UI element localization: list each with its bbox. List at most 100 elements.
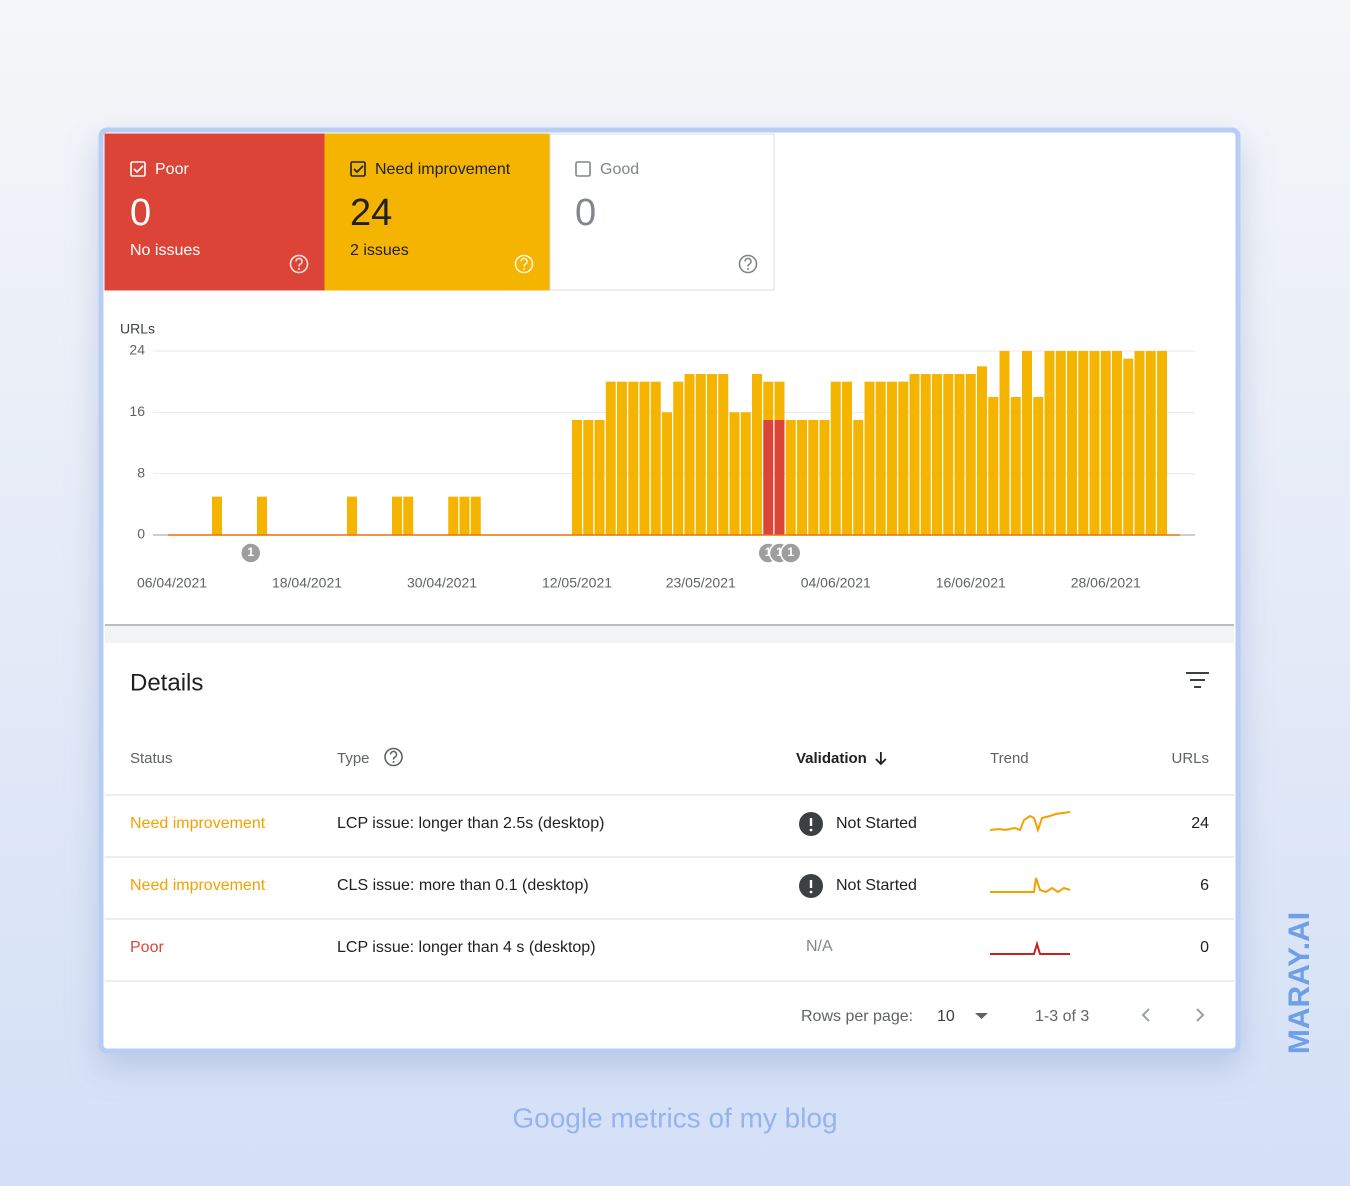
card-label: Poor <box>155 161 189 178</box>
bar <box>864 381 875 535</box>
bar <box>695 374 706 535</box>
status: Poor <box>130 939 164 956</box>
next-page[interactable] <box>1196 1008 1205 1022</box>
bar <box>774 420 785 535</box>
x-tick-label: 16/06/2021 <box>936 575 1006 591</box>
page-range: 1-3 of 3 <box>1035 1008 1089 1025</box>
bar <box>875 381 886 535</box>
card-label: Need improvement <box>375 161 511 178</box>
rows-per-page-label: Rows per page: <box>801 1008 913 1025</box>
summary-card[interactable] <box>104 133 326 291</box>
bar <box>403 496 414 535</box>
x-tick-label: 28/06/2021 <box>1071 575 1141 591</box>
dropdown-arrow[interactable] <box>975 1013 988 1019</box>
bar <box>932 374 942 535</box>
help-circle <box>384 747 403 767</box>
bar <box>999 351 1010 535</box>
annotation-marker[interactable] <box>240 542 262 564</box>
checkbox <box>350 161 366 177</box>
help-icon[interactable] <box>384 747 403 767</box>
x-tick-label: 30/04/2021 <box>407 575 477 591</box>
help-icon[interactable] <box>514 254 534 274</box>
bar <box>1145 351 1156 535</box>
help-icon[interactable] <box>289 254 309 274</box>
card-label: Good <box>600 161 639 178</box>
bar <box>347 496 357 535</box>
x-tick-label: 18/04/2021 <box>272 575 342 591</box>
checkmark <box>353 165 364 174</box>
bar <box>1134 351 1145 535</box>
bar <box>740 412 751 535</box>
column-header[interactable]: Status <box>130 750 173 767</box>
url-count: 24 <box>1191 815 1209 832</box>
bar <box>774 381 785 420</box>
bar <box>1044 351 1055 535</box>
checkbox <box>130 161 146 177</box>
rows-per-page[interactable]: 10 <box>937 1008 955 1025</box>
status: Need improvement <box>130 877 266 894</box>
bar <box>1123 358 1134 535</box>
annotation-text: 1 <box>247 545 254 559</box>
column-header[interactable]: Trend <box>990 750 1029 767</box>
details-title: Details <box>130 669 203 696</box>
bar <box>1157 351 1167 535</box>
bar <box>965 374 976 535</box>
caption: Google metrics of my blog <box>512 1102 837 1133</box>
bar <box>1067 351 1077 535</box>
y-tick-label: 8 <box>137 464 145 480</box>
card-caption: 2 issues <box>350 242 409 259</box>
help-mark <box>744 257 752 267</box>
bar <box>943 374 954 535</box>
issue-type[interactable]: LCP issue: longer than 2.5s (desktop) <box>337 815 604 832</box>
issue-type[interactable]: CLS issue: more than 0.1 (desktop) <box>337 877 589 894</box>
bar <box>628 381 639 535</box>
bar <box>470 496 481 535</box>
url-count: 6 <box>1200 877 1209 894</box>
status: Need improvement <box>130 815 266 832</box>
annotation-text: 1 <box>776 545 783 559</box>
bar <box>785 420 796 535</box>
x-tick-label: 04/06/2021 <box>801 575 871 591</box>
help-icon[interactable] <box>738 254 758 274</box>
annotation-marker[interactable] <box>780 542 802 564</box>
validation-dot <box>809 828 813 832</box>
y-axis-label: URLs <box>120 321 155 337</box>
help-mark <box>295 257 303 267</box>
bar <box>673 381 684 535</box>
filter-icon[interactable] <box>1186 672 1209 688</box>
help-mark <box>389 750 398 760</box>
watermark: MARAY.AI <box>1283 912 1316 1054</box>
prev-page[interactable] <box>1141 1008 1150 1022</box>
column-header[interactable]: Validation <box>796 750 867 767</box>
bar <box>977 366 987 535</box>
trend-sparklines <box>989 811 1071 955</box>
help-circle <box>738 254 758 274</box>
bar <box>448 496 459 535</box>
bar <box>898 381 909 535</box>
bar <box>954 374 965 535</box>
x-tick-label: 06/04/2021 <box>137 575 207 591</box>
help-circle <box>514 254 534 274</box>
bar <box>1010 397 1021 535</box>
panel <box>98 127 1241 1054</box>
bar <box>830 381 841 535</box>
y-tick-label: 24 <box>129 342 145 358</box>
column-header[interactable]: URLs <box>1171 750 1209 767</box>
column-header[interactable]: Type <box>337 750 370 767</box>
help-dot <box>747 268 749 270</box>
validation: Not Started <box>836 877 917 894</box>
bar <box>257 496 267 535</box>
summary-card[interactable] <box>549 133 775 291</box>
bar <box>617 381 627 535</box>
url-count: 0 <box>1200 939 1209 956</box>
bar <box>819 420 830 535</box>
bar <box>605 381 616 535</box>
card-count: 24 <box>350 192 392 234</box>
issue-type[interactable]: LCP issue: longer than 4 s (desktop) <box>337 939 596 956</box>
summary-card[interactable] <box>324 133 551 291</box>
bar <box>808 420 819 535</box>
bar <box>1033 397 1044 535</box>
bar <box>909 374 920 535</box>
x-tick-label: 12/05/2021 <box>542 575 612 591</box>
x-tick-label: 23/05/2021 <box>666 575 736 591</box>
